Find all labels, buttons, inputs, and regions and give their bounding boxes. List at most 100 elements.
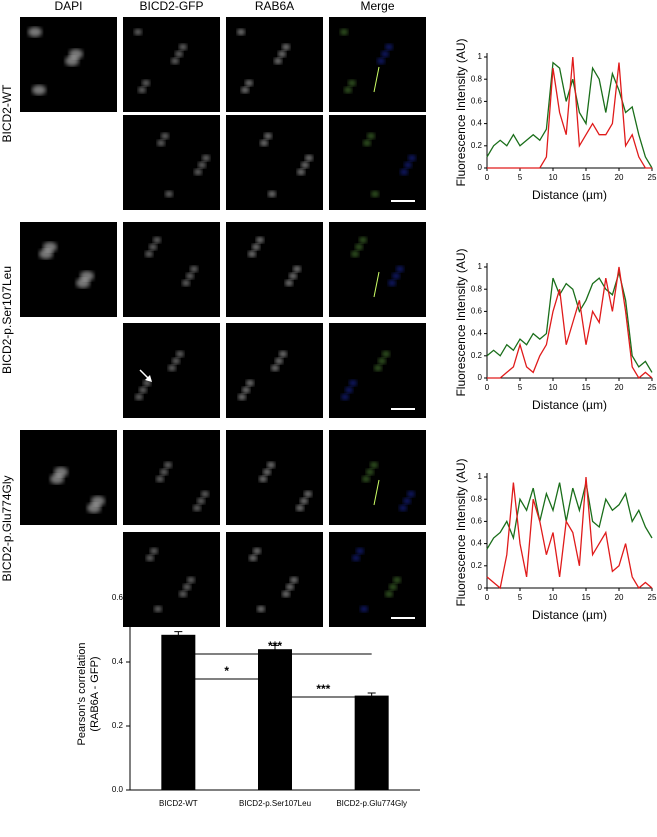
x-tick-label: 20 bbox=[615, 173, 624, 182]
x-tick-label: 0 bbox=[485, 383, 490, 392]
x-tick-label: 0 bbox=[485, 593, 490, 602]
intensity-line bbox=[487, 266, 653, 379]
cell-signal bbox=[142, 80, 150, 86]
cell-signal bbox=[267, 462, 275, 468]
y-axis-label: Fluorescence Intensity (AU) bbox=[454, 458, 468, 606]
cell-signal bbox=[408, 155, 416, 161]
intensity-line bbox=[486, 270, 653, 373]
x-tick-label: 10 bbox=[549, 593, 558, 602]
cell-signal bbox=[252, 244, 260, 250]
x-tick-label: 25 bbox=[648, 593, 657, 602]
x-tick-label: 10 bbox=[549, 173, 558, 182]
cell-signal bbox=[366, 469, 374, 475]
cell-signal bbox=[359, 237, 367, 243]
cell-signal bbox=[54, 467, 68, 477]
micrograph bbox=[20, 430, 117, 525]
row-label: BICD2-p.Ser107Leu bbox=[0, 266, 14, 374]
column-header: BICD2-GFP bbox=[139, 0, 203, 13]
y-tick-label: 1 bbox=[478, 472, 483, 481]
cell-signal bbox=[160, 469, 168, 475]
cell-signal bbox=[352, 555, 360, 561]
cell-signal bbox=[378, 358, 386, 364]
cell-signal bbox=[285, 280, 293, 286]
cell-signal bbox=[176, 351, 184, 357]
column-header: RAB6A bbox=[255, 0, 294, 13]
cell-signal bbox=[183, 584, 191, 590]
cell-signal bbox=[242, 387, 250, 393]
cell-signal bbox=[282, 591, 290, 597]
cell-signal bbox=[139, 387, 147, 393]
y-tick-label: 0.0 bbox=[112, 785, 124, 794]
cell-signal bbox=[355, 244, 363, 250]
y-tick-label: 0.4 bbox=[471, 329, 483, 338]
cell-signal bbox=[275, 358, 283, 364]
cell-signal bbox=[157, 140, 165, 146]
y-tick-label: 0.8 bbox=[471, 284, 483, 293]
cell-signal bbox=[268, 191, 276, 197]
cell-signal bbox=[197, 498, 205, 504]
cell-signal bbox=[249, 555, 257, 561]
cell-signal bbox=[32, 85, 46, 95]
cell-signal bbox=[150, 548, 158, 554]
y-axis-label: Fluorescence Intensity (AU) bbox=[454, 248, 468, 396]
micrograph bbox=[226, 222, 323, 317]
micrograph bbox=[226, 532, 323, 627]
cell-signal bbox=[168, 365, 176, 371]
cell-signal bbox=[91, 496, 105, 506]
cell-signal bbox=[179, 591, 187, 597]
cell-signal bbox=[393, 577, 401, 583]
cell-signal bbox=[282, 44, 290, 50]
cell-signal bbox=[286, 584, 294, 590]
x-tick-label: BICD2-p.Glu774Gly bbox=[336, 799, 407, 808]
cell-signal bbox=[400, 169, 408, 175]
cell-signal bbox=[345, 387, 353, 393]
cell-signal bbox=[304, 491, 312, 497]
cell-signal bbox=[392, 273, 400, 279]
cell-signal bbox=[381, 51, 389, 57]
cell-signal bbox=[301, 162, 309, 168]
cell-signal bbox=[134, 29, 142, 35]
cell-signal bbox=[194, 169, 202, 175]
x-axis-label: Distance (µm) bbox=[532, 608, 607, 622]
x-tick-label: 5 bbox=[518, 593, 523, 602]
cell-signal bbox=[257, 606, 265, 612]
cell-signal bbox=[198, 162, 206, 168]
cell-signal bbox=[404, 162, 412, 168]
micrograph bbox=[329, 430, 426, 525]
cell-signal bbox=[263, 469, 271, 475]
profile-line bbox=[373, 271, 380, 298]
cell-signal bbox=[193, 505, 201, 511]
cell-signal bbox=[260, 140, 268, 146]
micrograph bbox=[123, 222, 220, 317]
bar bbox=[161, 634, 196, 790]
cell-signal bbox=[156, 476, 164, 482]
cell-signal bbox=[246, 380, 254, 386]
cell-signal bbox=[351, 251, 359, 257]
cell-signal bbox=[385, 44, 393, 50]
y-tick-label: 0.4 bbox=[112, 657, 124, 666]
y-tick-label: 0.2 bbox=[471, 351, 483, 360]
significance-label: * bbox=[224, 664, 229, 678]
cell-signal bbox=[300, 498, 308, 504]
micrograph bbox=[226, 430, 323, 525]
cell-signal bbox=[279, 351, 287, 357]
cell-signal bbox=[171, 58, 179, 64]
micrograph bbox=[329, 532, 426, 627]
cell-signal bbox=[348, 80, 356, 86]
y-tick-label: 0 bbox=[478, 163, 483, 172]
cell-signal bbox=[154, 606, 162, 612]
profile-line bbox=[373, 66, 380, 93]
cell-signal bbox=[245, 80, 253, 86]
cell-signal bbox=[349, 380, 357, 386]
cell-signal bbox=[356, 548, 364, 554]
x-axis-label: Distance (µm) bbox=[532, 188, 607, 202]
cell-signal bbox=[248, 251, 256, 257]
cell-signal bbox=[403, 498, 411, 504]
cell-signal bbox=[399, 505, 407, 511]
y-tick-label: 0.2 bbox=[112, 721, 124, 730]
cell-signal bbox=[175, 51, 183, 57]
y-tick-label: 0 bbox=[478, 583, 483, 592]
micrograph bbox=[123, 532, 220, 627]
x-tick-label: 15 bbox=[582, 173, 591, 182]
cell-signal bbox=[396, 266, 404, 272]
